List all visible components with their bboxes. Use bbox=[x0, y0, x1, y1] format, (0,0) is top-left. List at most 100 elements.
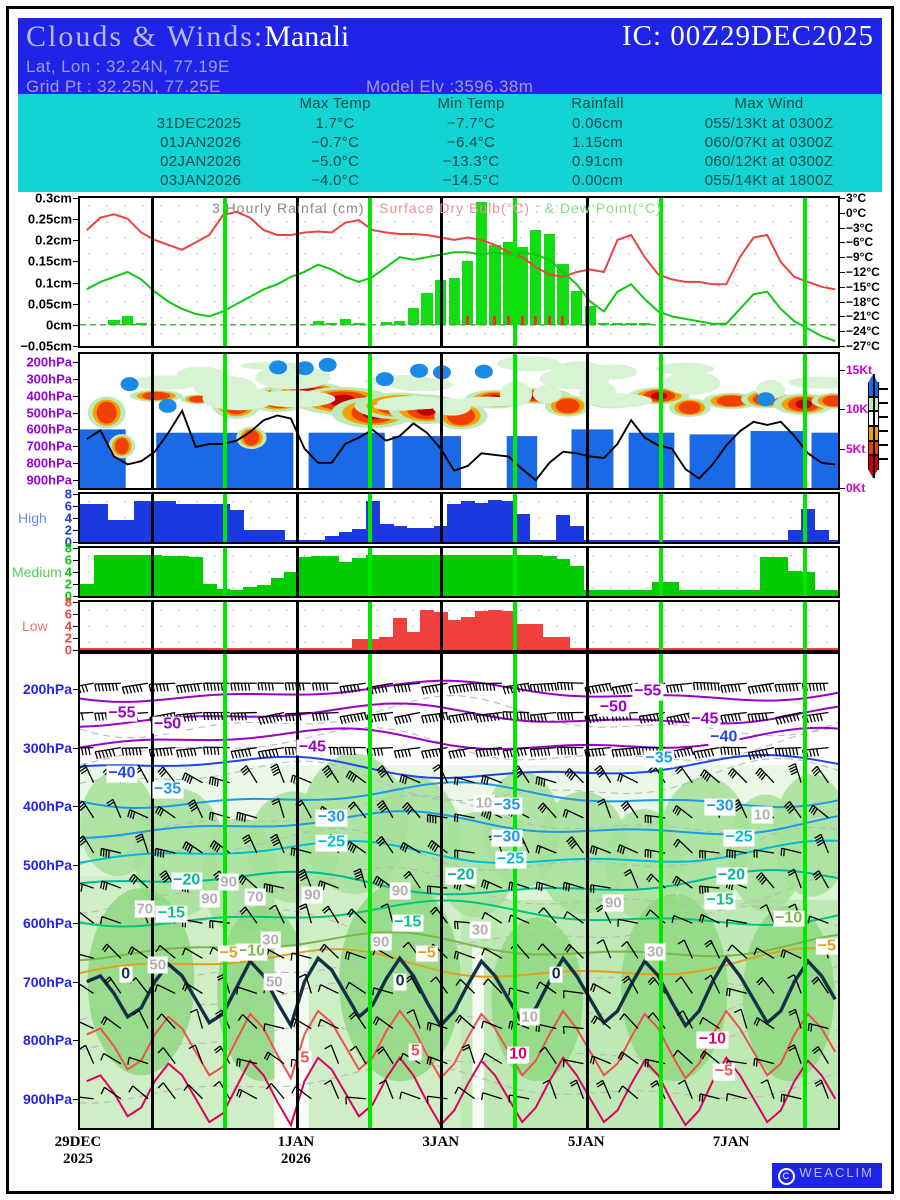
rainfall-bar bbox=[353, 322, 365, 325]
midday-marker-line bbox=[367, 654, 372, 1128]
rainfall-bar bbox=[503, 242, 515, 325]
cloud-cover-bar bbox=[134, 555, 149, 596]
midday-marker-line bbox=[513, 198, 518, 346]
cloud-cover-bar bbox=[461, 501, 476, 542]
midday-marker-line bbox=[803, 548, 808, 596]
axis-tick-label: 800hPa bbox=[22, 1032, 72, 1049]
cell-date: 03JAN2026 bbox=[160, 172, 242, 189]
cell-min-temp: −13.3°C bbox=[442, 153, 500, 170]
cloud-cover-bar bbox=[134, 501, 149, 542]
axis-tick-label: 300hPa bbox=[26, 371, 72, 387]
cloud-cover-bar bbox=[392, 618, 408, 650]
isotherm-label: −5 bbox=[815, 937, 838, 955]
rainfall-bar bbox=[122, 315, 134, 325]
day-separator-line bbox=[585, 494, 589, 542]
axis-tick bbox=[840, 448, 845, 450]
axis-tick-label: 700hPa bbox=[22, 973, 72, 990]
cloud-cover-bar bbox=[705, 590, 721, 596]
axis-tick bbox=[73, 379, 78, 381]
axis-tick-label: 4 bbox=[64, 564, 72, 580]
cloud-cover-bar bbox=[175, 556, 190, 596]
cloud-cover-bar bbox=[461, 617, 476, 650]
cloud-cover-bar bbox=[93, 503, 108, 542]
page-title: Clouds & Winds:Manali bbox=[26, 20, 350, 53]
table-row: 01JAN2026 −0.7°C −6.4°C 1.15cm 060/07Kt … bbox=[18, 133, 882, 152]
axis-tick-label: −0.05cm bbox=[20, 338, 72, 354]
axis-tick-label: 2 bbox=[64, 522, 72, 538]
cloud-cover-bar bbox=[733, 590, 748, 596]
cloud-cover-bar bbox=[107, 520, 122, 542]
medium-cloud-label: Medium bbox=[12, 564, 62, 580]
day-separator-line bbox=[150, 602, 154, 650]
cloud-cover-bar bbox=[161, 556, 176, 596]
axis-tick bbox=[840, 286, 845, 288]
cloud-cover-bar bbox=[624, 590, 639, 596]
isotherm-label: −55 bbox=[632, 682, 664, 701]
axis-tick bbox=[840, 272, 845, 273]
rainfall-bar bbox=[135, 322, 147, 325]
humidity-contour-label: 90 bbox=[218, 873, 239, 891]
cloud-cover-bar bbox=[406, 528, 421, 542]
cloud-cover-bar bbox=[352, 528, 367, 542]
axis-tick-label: −12°C bbox=[846, 265, 880, 279]
isotherm-label: −25 bbox=[315, 833, 348, 852]
axis-tick-label: 0 bbox=[64, 534, 72, 550]
colorbar-barb bbox=[879, 430, 888, 432]
day-separator-line bbox=[585, 548, 589, 596]
axis-tick bbox=[840, 198, 845, 199]
cell-min-temp: −6.4°C bbox=[446, 134, 496, 151]
cloud-cover-bar bbox=[338, 532, 353, 542]
isotherm-label: −35 bbox=[152, 780, 184, 799]
axis-tick-label: 15Kt bbox=[846, 362, 873, 377]
rainfall-bar-secondary bbox=[534, 315, 538, 325]
isotherm-label: −5 bbox=[217, 944, 240, 963]
humidity-contour-label: 10 bbox=[473, 794, 495, 812]
midday-marker-line bbox=[803, 198, 808, 346]
rainfall-panel-title: 3 Hourly Rainfal (cm) : Surface Dry Bulb… bbox=[212, 200, 662, 216]
title-segment: 3 Hourly Rainfal (cm) : bbox=[212, 200, 375, 216]
isotherm-label: 0 bbox=[119, 965, 133, 984]
day-separator-line bbox=[295, 494, 299, 542]
title-segment: Surface Dry Bulb(°C) : bbox=[374, 200, 540, 216]
cloud-cover-bar bbox=[692, 590, 707, 596]
cloud-cover-bar bbox=[229, 510, 244, 542]
humidity-contour-label: 90 bbox=[370, 933, 392, 951]
axis-tick bbox=[73, 689, 78, 691]
gridpoint-label: Grid Pt : 32.25N, 77.25E bbox=[26, 77, 221, 96]
midday-marker-line bbox=[367, 548, 372, 596]
midday-marker-line bbox=[658, 654, 663, 1128]
cloud-cover-bar bbox=[270, 530, 285, 542]
cloud-cover-bar bbox=[583, 590, 598, 596]
cloud-cover-bar bbox=[569, 566, 585, 596]
isotherm-label: −15 bbox=[155, 905, 188, 923]
axis-tick bbox=[73, 572, 78, 573]
isotherm-label: −45 bbox=[296, 738, 328, 757]
cloud-cover-bar bbox=[556, 636, 571, 650]
vertical-velocity-panel bbox=[78, 352, 840, 490]
isotherm-label: 5 bbox=[408, 1042, 422, 1061]
axis-tick bbox=[73, 596, 78, 597]
axis-tick-label: 0.25cm bbox=[27, 211, 72, 227]
cloud-cover-bar bbox=[229, 590, 244, 596]
rainfall-bar bbox=[421, 293, 433, 325]
cloud-cover-bar bbox=[787, 530, 802, 542]
logo-text: WEACLIM bbox=[799, 1165, 874, 1180]
rainfall-bar bbox=[462, 261, 474, 325]
cloud-cover-bar bbox=[515, 554, 530, 596]
day-separator-line bbox=[295, 354, 299, 488]
cloud-cover-bar bbox=[814, 590, 829, 596]
axis-tick-label: 8 bbox=[64, 540, 72, 556]
table-row: 31DEC2025 1.7°C −7.7°C 0.06cm 055/13Kt a… bbox=[18, 114, 882, 133]
cloud-cover-bar bbox=[814, 530, 829, 542]
cloud-cover-bar bbox=[420, 610, 435, 650]
axis-tick-label: 600hPa bbox=[22, 915, 72, 932]
time-axis-tick-label: 3JAN bbox=[422, 1134, 459, 1151]
humidity-contour-label: 90 bbox=[302, 886, 323, 904]
axis-tick bbox=[73, 530, 78, 531]
axis-tick bbox=[73, 506, 78, 507]
cloud-cover-bar bbox=[352, 558, 367, 596]
midday-marker-line bbox=[803, 654, 808, 1128]
rainfall-bar bbox=[611, 322, 624, 325]
colorbar-barb bbox=[879, 444, 888, 446]
midday-marker-line bbox=[367, 198, 372, 346]
